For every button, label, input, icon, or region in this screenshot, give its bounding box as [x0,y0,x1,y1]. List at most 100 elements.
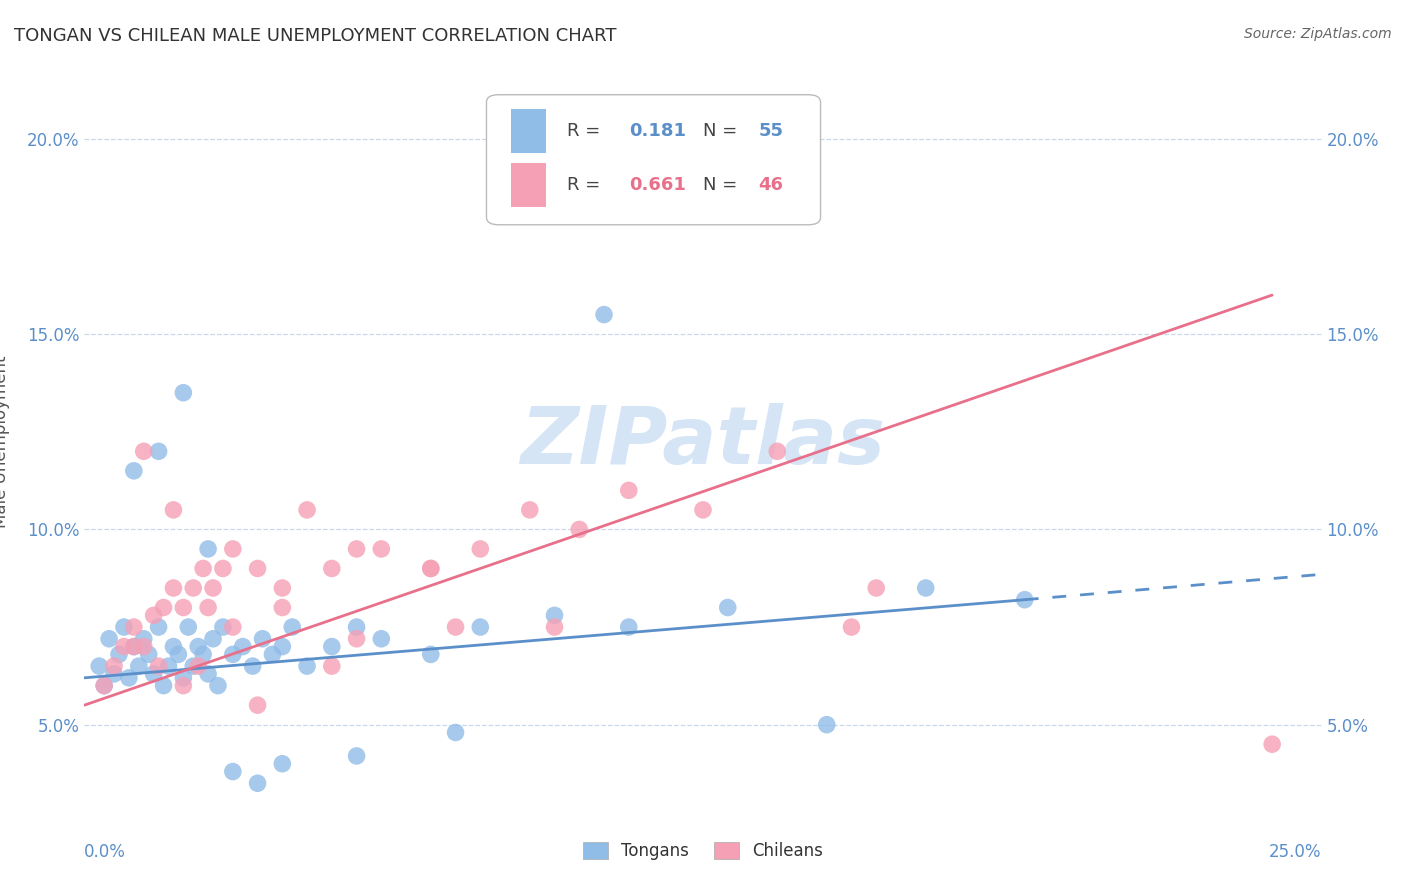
Point [122,640,145,654]
Point [152,679,174,693]
Text: 0.661: 0.661 [628,176,686,194]
Point [132,444,155,458]
Point [222,541,245,556]
Point [444,620,467,634]
Point [370,541,392,556]
Point [295,659,318,673]
Point [543,620,565,634]
Point [346,620,368,634]
Point [242,659,264,673]
Point [865,581,887,595]
Point [271,581,294,595]
Point [177,620,200,634]
Point [202,632,225,646]
Y-axis label: Male Unemployment: Male Unemployment [0,355,10,528]
FancyBboxPatch shape [486,95,821,225]
Point [181,581,204,595]
Point [162,640,184,654]
Point [444,725,467,739]
Point [108,648,131,662]
Text: 55: 55 [759,122,783,140]
Point [262,648,284,662]
Point [138,648,160,662]
Point [142,608,165,623]
Point [543,608,565,623]
Point [197,541,219,556]
Point [295,503,318,517]
Point [914,581,936,595]
Point [172,600,194,615]
Point [346,748,368,763]
Point [692,503,714,517]
Text: ZIPatlas: ZIPatlas [520,402,886,481]
Text: Source: ZipAtlas.com: Source: ZipAtlas.com [1244,27,1392,41]
Point [212,620,235,634]
Point [128,659,150,673]
Point [152,600,174,615]
Point [89,659,111,673]
Point [118,671,141,685]
Point [246,698,269,713]
Point [1261,737,1284,751]
Point [98,632,121,646]
Point [232,640,254,654]
Point [172,385,194,400]
Point [187,659,209,673]
Point [191,561,214,575]
Text: 25.0%: 25.0% [1270,843,1322,861]
Point [122,640,145,654]
Point [132,640,155,654]
Point [252,632,274,646]
Point [246,776,269,790]
Point [222,764,245,779]
Text: 46: 46 [759,176,783,194]
Point [568,523,591,537]
Point [766,444,789,458]
Point [112,620,135,634]
Point [162,503,184,517]
Point [202,581,225,595]
Point [181,659,204,673]
Point [191,648,214,662]
Point [346,632,368,646]
Point [172,679,194,693]
Point [370,632,392,646]
Point [197,600,219,615]
Point [617,620,640,634]
FancyBboxPatch shape [512,109,546,153]
Text: N =: N = [703,122,742,140]
Text: R =: R = [567,122,606,140]
Point [321,561,343,575]
Point [187,640,209,654]
Point [617,483,640,498]
Point [148,620,170,634]
FancyBboxPatch shape [512,163,546,207]
Point [321,640,343,654]
Point [157,659,180,673]
Point [419,561,441,575]
Point [207,679,229,693]
Point [271,640,294,654]
Point [841,620,863,634]
Point [148,444,170,458]
Point [271,756,294,771]
Point [212,561,235,575]
Point [271,600,294,615]
Point [222,620,245,634]
Point [419,648,441,662]
Point [103,667,125,681]
Point [148,659,170,673]
Point [815,717,838,731]
Point [122,620,145,634]
Text: N =: N = [703,176,742,194]
Point [142,667,165,681]
Point [741,190,763,204]
Point [197,667,219,681]
Point [281,620,304,634]
Point [346,541,368,556]
Point [321,659,343,673]
Point [246,561,269,575]
Point [112,640,135,654]
Point [470,541,492,556]
Point [167,648,190,662]
